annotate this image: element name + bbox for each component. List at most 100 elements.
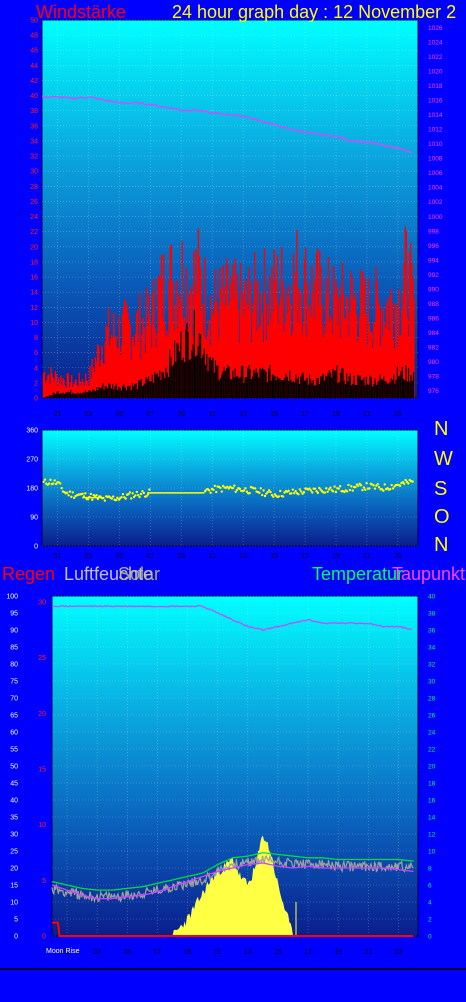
direction-point bbox=[138, 496, 140, 498]
direction-point bbox=[363, 486, 365, 488]
wind-mean-bar bbox=[131, 390, 132, 398]
direction-point bbox=[115, 499, 117, 501]
wind-mean-bar bbox=[410, 375, 411, 398]
wind-mean-bar bbox=[389, 382, 390, 398]
wind-mean-bar bbox=[111, 389, 112, 398]
direction-point bbox=[221, 490, 223, 492]
pressure-y-tick-label: 1022 bbox=[428, 54, 443, 61]
direction-letter-o: O bbox=[434, 506, 450, 529]
wind-mean-bar bbox=[402, 367, 403, 398]
wind-mean-bar bbox=[188, 332, 189, 398]
direction-point bbox=[372, 484, 374, 486]
climate-chart-x-tick-label: 17 bbox=[304, 949, 312, 956]
wind-mean-bar bbox=[207, 371, 208, 398]
temperature-y-tick-label: 26 bbox=[428, 713, 436, 720]
wind-mean-bar bbox=[100, 388, 101, 398]
direction-point bbox=[403, 483, 405, 485]
rain-y-tick-label: 10 bbox=[38, 822, 46, 829]
wind-mean-bar bbox=[353, 376, 354, 398]
wind-mean-bar bbox=[101, 387, 102, 398]
wind-chart-x-tick-label: 17 bbox=[301, 411, 309, 418]
wind-mean-bar bbox=[403, 379, 404, 398]
wind-mean-bar bbox=[63, 393, 64, 398]
humidity-y-tick-label: 90 bbox=[10, 628, 18, 635]
direction-point bbox=[292, 488, 294, 490]
wind-mean-bar bbox=[210, 357, 211, 398]
wind-mean-bar bbox=[247, 368, 248, 398]
temperature-y-tick-label: 16 bbox=[428, 798, 436, 805]
temperature-y-tick-label: 6 bbox=[428, 883, 432, 890]
climate-chart-x-tick-label: 23 bbox=[395, 949, 403, 956]
direction-point bbox=[111, 497, 113, 499]
pressure-y-tick-label: 1018 bbox=[428, 83, 443, 90]
direction-point bbox=[269, 491, 271, 493]
wind-mean-bar bbox=[237, 376, 238, 398]
wind-y-tick-label: 20 bbox=[30, 244, 38, 251]
wind-mean-bar bbox=[407, 381, 408, 398]
wind-y-tick-label: 42 bbox=[30, 78, 38, 85]
direction-point bbox=[357, 485, 359, 487]
pressure-y-tick-label: 1014 bbox=[428, 112, 443, 119]
wind-mean-bar bbox=[347, 382, 348, 398]
direction-point bbox=[361, 489, 363, 491]
direction-point bbox=[329, 487, 331, 489]
wind-mean-bar bbox=[56, 392, 57, 398]
wind-mean-bar bbox=[221, 375, 222, 398]
wind-mean-bar bbox=[372, 387, 373, 398]
wind-mean-bar bbox=[154, 372, 155, 398]
direction-point bbox=[300, 490, 302, 492]
pressure-y-tick-label: 1002 bbox=[428, 199, 443, 206]
wind-mean-bar bbox=[273, 375, 274, 398]
wind-mean-bar bbox=[269, 365, 270, 398]
pressure-y-tick-label: 984 bbox=[428, 330, 439, 337]
direction-point bbox=[347, 484, 349, 486]
temperature-y-tick-label: 32 bbox=[428, 662, 436, 669]
wind-y-tick-label: 12 bbox=[30, 305, 38, 312]
wind-mean-bar bbox=[409, 382, 410, 398]
temperature-y-tick-label: 14 bbox=[428, 815, 436, 822]
direction-point bbox=[214, 485, 216, 487]
wind-mean-bar bbox=[66, 392, 67, 398]
direction-point bbox=[66, 491, 68, 493]
wind-chart-x-tick-label: 09 bbox=[177, 411, 185, 418]
direction-y-tick-label: 270 bbox=[26, 457, 38, 464]
wind-mean-bar bbox=[216, 366, 217, 398]
humidity-y-tick-label: 65 bbox=[10, 713, 18, 720]
wind-mean-bar bbox=[172, 366, 173, 398]
direction-point bbox=[290, 492, 292, 494]
wind-mean-bar bbox=[150, 381, 151, 398]
wind-mean-bar bbox=[297, 379, 298, 398]
pressure-y-tick-label: 1010 bbox=[428, 141, 443, 148]
wind-mean-bar bbox=[86, 392, 87, 398]
humidity-y-tick-label: 35 bbox=[10, 815, 18, 822]
wind-y-tick-label: 32 bbox=[30, 154, 38, 161]
wind-mean-bar bbox=[139, 381, 140, 398]
wind-y-tick-label: 18 bbox=[30, 259, 38, 266]
wind-mean-bar bbox=[298, 377, 299, 398]
humidity-y-tick-label: 30 bbox=[10, 832, 18, 839]
wind-mean-bar bbox=[193, 344, 194, 398]
wind-mean-bar bbox=[256, 368, 257, 398]
wind-mean-bar bbox=[46, 396, 47, 398]
direction-point bbox=[233, 484, 235, 486]
wind-mean-bar bbox=[251, 379, 252, 398]
wind-mean-bar bbox=[89, 390, 90, 398]
wind-mean-bar bbox=[155, 375, 156, 398]
wind-mean-bar bbox=[318, 378, 319, 398]
direction-point bbox=[129, 491, 131, 493]
wind-mean-bar bbox=[314, 386, 315, 398]
wind-mean-bar bbox=[332, 369, 333, 398]
direction-chart-x-tick-label: 21 bbox=[363, 553, 371, 560]
wind-mean-bar bbox=[138, 380, 139, 398]
wind-mean-bar bbox=[202, 355, 203, 398]
wind-mean-bar bbox=[325, 376, 326, 398]
direction-y-tick-label: 0 bbox=[34, 544, 38, 551]
temperature-y-tick-label: 0 bbox=[428, 934, 432, 941]
direction-point bbox=[390, 484, 392, 486]
humidity-y-tick-label: 50 bbox=[10, 764, 18, 771]
direction-point bbox=[212, 489, 214, 491]
wind-mean-bar bbox=[284, 378, 285, 398]
wind-mean-bar bbox=[184, 362, 185, 398]
wind-mean-bar bbox=[361, 380, 362, 398]
wind-mean-bar bbox=[346, 373, 347, 398]
